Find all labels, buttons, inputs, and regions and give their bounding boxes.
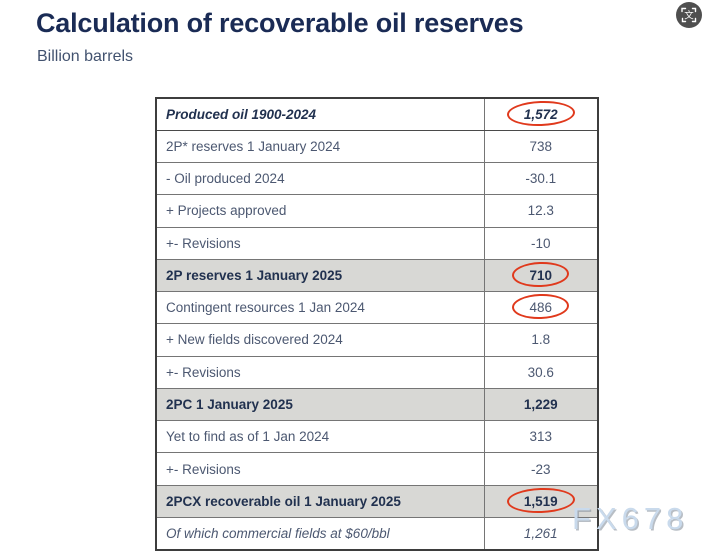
table-row: 2P* reserves 1 January 2024 738 — [155, 129, 599, 164]
table-row: + New fields discovered 2024 1.8 — [155, 323, 599, 357]
table-row: 2PCX recoverable oil 1 January 2025 1,51… — [155, 484, 599, 518]
table-row: Of which commercial fields at $60/bbl 1,… — [155, 516, 599, 551]
table-row: 2P reserves 1 January 2025 710 — [155, 258, 599, 293]
row-value: 710 — [529, 267, 553, 283]
row-label: +- Revisions — [166, 235, 241, 251]
table-row: + Projects approved 12.3 — [155, 194, 599, 228]
page-title: Calculation of recoverable oil reserves — [36, 8, 524, 38]
svg-text:文: 文 — [684, 10, 694, 22]
row-value: 12.3 — [527, 203, 554, 219]
row-value: 1,261 — [523, 525, 558, 541]
row-value: -30.1 — [525, 171, 557, 187]
row-value: 486 — [529, 300, 553, 316]
row-value: -23 — [530, 461, 551, 477]
table-row: 2PC 1 January 2025 1,229 — [155, 387, 599, 422]
table-row: Contingent resources 1 Jan 2024 486 — [155, 291, 599, 325]
table-row: +- Revisions 30.6 — [155, 355, 599, 389]
row-value: 30.6 — [527, 364, 554, 380]
table-row: Produced oil 1900-2024 1,572 — [155, 97, 599, 131]
row-label: - Oil produced 2024 — [166, 171, 285, 187]
row-label: Of which commercial fields at $60/bbl — [166, 525, 390, 541]
row-value: 1,229 — [523, 397, 558, 413]
table-row: +- Revisions -23 — [155, 452, 599, 486]
row-label: Yet to find as of 1 Jan 2024 — [166, 429, 330, 445]
row-value: -10 — [530, 235, 551, 251]
row-label: 2PC 1 January 2025 — [166, 397, 293, 413]
row-label: +- Revisions — [166, 364, 241, 380]
row-value: 1,519 — [523, 493, 558, 509]
row-label: + Projects approved — [166, 203, 287, 219]
translate-icon: 文 — [681, 7, 697, 23]
translate-image-button[interactable]: 文 — [676, 2, 702, 28]
row-label: 2P* reserves 1 January 2024 — [166, 138, 341, 154]
table-row: +- Revisions -10 — [155, 226, 599, 260]
row-label: +- Revisions — [166, 461, 241, 477]
row-label: Contingent resources 1 Jan 2024 — [166, 300, 365, 316]
row-label: 2P reserves 1 January 2025 — [166, 267, 343, 283]
row-value: 313 — [529, 429, 553, 445]
table-row: Yet to find as of 1 Jan 2024 313 — [155, 420, 599, 454]
row-label: Produced oil 1900-2024 — [166, 106, 317, 122]
row-value: 738 — [529, 138, 553, 154]
reserves-table-body: Produced oil 1900-2024 1,572 2P* reserve… — [155, 97, 599, 551]
row-value: 1,572 — [523, 106, 558, 122]
row-value: 1.8 — [531, 332, 551, 348]
row-label: + New fields discovered 2024 — [166, 332, 343, 348]
reserves-table: Produced oil 1900-2024 1,572 2P* reserve… — [155, 97, 599, 551]
page-subtitle: Billion barrels — [37, 48, 134, 65]
row-label: 2PCX recoverable oil 1 January 2025 — [166, 493, 401, 509]
table-row: - Oil produced 2024 -30.1 — [155, 162, 599, 196]
